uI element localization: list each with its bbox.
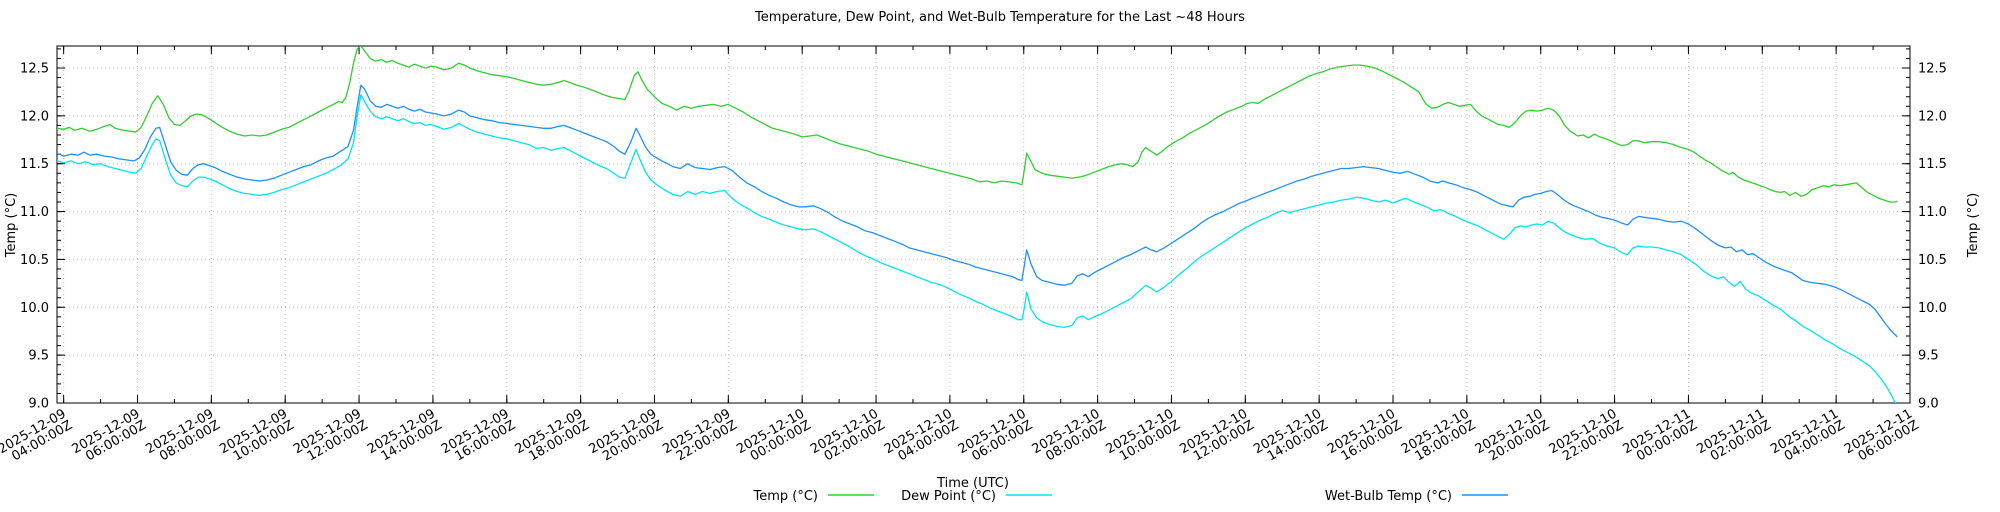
- x-tick-label: 2025-12-0918:00:00Z: [513, 406, 593, 468]
- x-tick-label: 2025-12-1006:00:00Z: [956, 406, 1036, 468]
- series-line-temp-c: [57, 46, 1898, 203]
- x-tick-label: 2025-12-1106:00:00Z: [1842, 406, 1922, 468]
- y-tick-label-right: 11.0: [1918, 205, 1947, 220]
- x-tick-label: 2025-12-1004:00:00Z: [882, 406, 962, 468]
- plot-border: [56, 45, 1911, 404]
- y-tick-label-left: 12.5: [20, 62, 49, 77]
- x-tick-label: 2025-12-0922:00:00Z: [660, 406, 740, 468]
- y-tick-label-right: 11.5: [1918, 157, 1947, 172]
- y-tick-label-right: 12.0: [1918, 109, 1947, 124]
- x-axis-label: Time (UTC): [936, 476, 1009, 491]
- x-tick-label: 2025-12-1000:00:00Z: [734, 406, 814, 468]
- y-tick-label-right: 9.0: [1918, 397, 1939, 412]
- y-tick-label-left: 12.0: [20, 109, 49, 124]
- legend-label-dew-point: Dew Point (°C): [901, 489, 996, 504]
- x-tick-label: 2025-12-0916:00:00Z: [439, 406, 519, 468]
- y-tick-label-right: 10.5: [1918, 253, 1947, 268]
- x-tick-label: 2025-12-0910:00:00Z: [217, 406, 297, 468]
- x-tick-label: 2025-12-0920:00:00Z: [587, 406, 667, 468]
- y-tick-label-left: 9.0: [28, 397, 49, 412]
- plot-area: 9.0 9.0 9.5 9.5 10.0 10.0 10.5 10.5 11.0 11.0 11.5…: [0, 45, 1947, 468]
- x-tick-label: 2025-12-1102:00:00Z: [1694, 406, 1774, 468]
- x-tick-label: 2025-12-1018:00:00Z: [1399, 406, 1479, 468]
- legend-label-wet-bulb: Wet-Bulb Temp (°C): [1325, 489, 1452, 504]
- y-tick-label-right: 12.5: [1918, 62, 1947, 77]
- series-line-dew-point-c: [57, 94, 1896, 403]
- x-tick-label: 2025-12-1012:00:00Z: [1177, 406, 1257, 468]
- y-tick-label-left: 10.0: [20, 301, 49, 316]
- legend-label-temp: Temp (°C): [753, 489, 819, 504]
- x-tick-label: 2025-12-0914:00:00Z: [365, 406, 445, 468]
- y-tick-label-left: 11.5: [20, 157, 49, 172]
- x-tick-label: 2025-12-1010:00:00Z: [1104, 406, 1184, 468]
- x-tick-label: 2025-12-1104:00:00Z: [1768, 406, 1848, 468]
- y-axis-label-left: Temp (°C): [4, 193, 19, 259]
- x-tick-label: 2025-12-1022:00:00Z: [1547, 406, 1627, 468]
- y-tick-label-left: 9.5: [28, 349, 49, 364]
- x-tick-label: 2025-12-1008:00:00Z: [1030, 406, 1110, 468]
- series-line-wet-bulb-temp-c: [57, 84, 1898, 338]
- y-tick-label-right: 9.5: [1918, 349, 1939, 364]
- x-tick-label: 2025-12-0904:00:00Z: [0, 406, 75, 468]
- y-tick-label-left: 10.5: [20, 253, 49, 268]
- y-tick-label-right: 10.0: [1918, 301, 1947, 316]
- x-tick-label: 2025-12-1020:00:00Z: [1473, 406, 1553, 468]
- x-tick-label: 2025-12-0912:00:00Z: [291, 406, 371, 468]
- legend: Temp (°C) Dew Point (°C) Wet-Bulb Temp (…: [753, 489, 1508, 504]
- chart-title: Temperature, Dew Point, and Wet-Bulb Tem…: [754, 10, 1245, 25]
- x-tick-label: 2025-12-1014:00:00Z: [1251, 406, 1331, 468]
- y-axis-label-right: Temp (°C): [1966, 193, 1981, 259]
- x-tick-label: 2025-12-1016:00:00Z: [1325, 406, 1405, 468]
- x-tick-label: 2025-12-0906:00:00Z: [70, 406, 150, 468]
- x-tick-label: 2025-12-0908:00:00Z: [143, 406, 223, 468]
- x-tick-label: 2025-12-1002:00:00Z: [808, 406, 888, 468]
- x-tick-label: 2025-12-1100:00:00Z: [1620, 406, 1700, 468]
- y-tick-label-left: 11.0: [20, 205, 49, 220]
